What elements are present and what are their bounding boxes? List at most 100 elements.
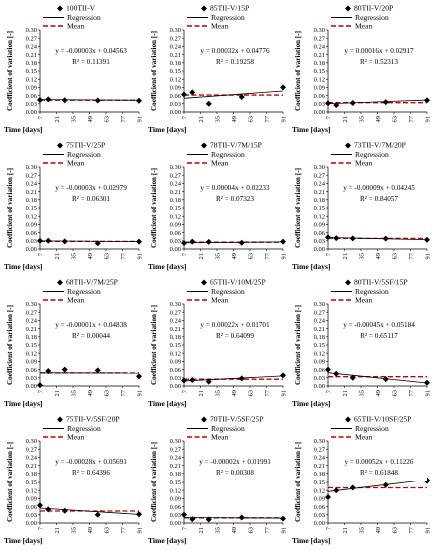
y-tick-label: 0.18 [314,471,325,478]
data-point [61,97,68,104]
chart-panel: 65TII-V/10M/25PRegressionMean0.000.030.0… [148,278,287,409]
y-tick-label: 0.24 [314,455,326,462]
y-axis-title: Coefficient of variation [-] [6,31,14,111]
legend-series-label: 80TII-V/20P [354,4,393,13]
data-point [382,235,389,242]
data-point [349,484,356,491]
y-axis-title: Coefficient of variation [-] [294,31,302,111]
legend-marker-icon [57,279,63,286]
x-axis-title: Time [days] [292,399,330,408]
x-tick-label: 7 [37,252,44,256]
regression-equation: y = 0.00052x + 0.11226 [345,458,414,466]
legend-regression-label: Regression [67,13,101,22]
y-tick-label: 0.00 [26,383,37,390]
data-point [136,238,142,245]
y-tick-label: 0.15 [170,479,181,486]
y-tick-label: 0.15 [26,68,37,75]
y-tick-label: 0.06 [314,367,326,374]
chart-panel: 75TII-V/5SF/20PRegressionMean0.000.030.0… [4,415,143,546]
y-tick-label: 0.21 [314,189,325,196]
legend-marker-icon [345,5,351,12]
y-tick-label: 0.00 [170,383,181,390]
regression-line [39,240,140,242]
y-tick-label: 0.18 [314,334,325,341]
x-tick-label: 77 [264,526,271,533]
y-tick-label: 0.21 [314,463,325,470]
y-tick-label: 0.27 [170,172,182,179]
y-tick-label: 0.12 [26,76,37,83]
regression-equation: y = -0.00002x + 0.01991 [199,458,271,466]
x-tick-label: 7 [325,526,332,530]
y-tick-label: 0.24 [170,318,182,325]
regression-equation: y = -0.00009x + 0.04245 [343,184,415,192]
data-point [181,511,187,518]
data-point [189,376,196,383]
legend-marker-icon [201,279,207,286]
y-tick-label: 0.18 [170,197,181,204]
data-point [333,370,340,377]
x-tick-label: 7 [325,115,332,119]
data-point [37,237,43,244]
regression-equation: y = -0.00028x + 0.05691 [55,458,127,466]
y-tick-label: 0.18 [170,334,181,341]
x-tick-label: 49 [231,253,238,260]
data-point [189,238,196,245]
y-tick-label: 0.00 [26,109,37,116]
x-tick-label: 21 [54,253,61,260]
y-tick-label: 0.09 [170,85,181,92]
regression-equation: y = 0.00022x + 0.01701 [200,321,270,329]
data-point [94,240,101,247]
x-tick-label: 49 [375,116,382,123]
y-tick-label: 0.03 [314,101,325,108]
x-tick-label: 35 [214,253,221,260]
x-tick-label: 7 [181,115,188,119]
x-tick-label: 63 [247,116,254,123]
legend-series-label: 78TII-V/7M/15P [210,141,262,150]
y-tick-label: 0.30 [26,164,37,171]
x-axis-title: Time [days] [4,262,42,271]
y-tick-label: 0.30 [170,301,181,308]
y-axis-title: Coefficient of variation [-] [294,168,302,248]
legend-regression-label: Regression [211,13,245,22]
legend-regression-label: Regression [211,424,245,433]
legend-regression-label: Regression [67,150,101,159]
data-point [280,372,286,379]
y-tick-label: 0.15 [314,479,325,486]
equation-box [44,452,139,481]
legend-regression-label: Regression [67,424,101,433]
y-tick-label: 0.09 [314,496,325,503]
y-tick-label: 0.15 [26,342,37,349]
data-point [382,376,389,383]
y-axis-title: Coefficient of variation [-] [150,305,158,385]
x-tick-label: 35 [214,527,221,534]
equation-box [188,178,283,207]
y-tick-label: 0.09 [314,359,325,366]
y-tick-label: 0.12 [26,350,37,357]
y-tick-label: 0.30 [26,27,37,34]
x-tick-label: 91 [424,390,431,397]
legend-mean-label: Mean [355,22,372,31]
x-tick-label: 7 [37,526,44,530]
x-tick-label: 35 [358,116,365,123]
data-point [325,366,331,373]
r-squared-label: R² = 0.06301 [72,195,110,203]
legend-marker-icon [201,416,207,423]
regression-equation: y = -0.00001x + 0.04838 [55,321,127,329]
y-tick-label: 0.24 [314,181,326,188]
y-axis-title: Coefficient of variation [-] [6,168,14,248]
data-point [205,516,212,523]
data-point [205,378,212,385]
legend-series-label: 75TII-V/25P [66,141,105,150]
y-tick-label: 0.12 [314,76,325,83]
x-tick-label: 63 [391,116,398,123]
x-tick-label: 49 [87,116,94,123]
equation-box [44,315,139,344]
regression-line [183,241,284,244]
x-tick-label: 21 [54,390,61,397]
y-tick-label: 0.21 [26,189,37,196]
y-tick-label: 0.24 [314,44,326,51]
x-tick-label: 21 [198,116,205,123]
legend-series-label: 100TII-V [66,4,96,13]
y-tick-label: 0.00 [26,246,37,253]
